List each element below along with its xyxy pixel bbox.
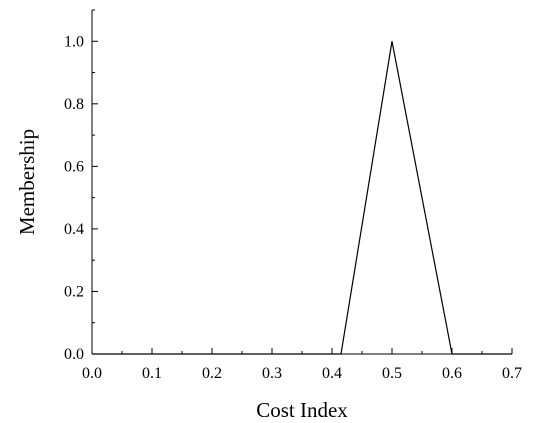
y-tick-label: 0.2 bbox=[64, 283, 84, 300]
y-tick-label: 1.0 bbox=[64, 33, 84, 50]
x-tick-label: 0.2 bbox=[202, 365, 222, 382]
y-tick-label: 0.8 bbox=[64, 96, 84, 113]
x-tick-label: 0.5 bbox=[382, 365, 402, 382]
x-tick-label: 0.6 bbox=[442, 365, 462, 382]
y-ticks: 0.0 0.2 0.4 0.6 0.8 1.0 bbox=[64, 9, 98, 363]
x-tick-label: 0.7 bbox=[502, 365, 522, 382]
x-tick-label: 0.1 bbox=[142, 365, 162, 382]
axes bbox=[91, 10, 512, 355]
x-ticks: 0.0 0.1 0.2 0.3 0.4 0.5 0.6 0.7 bbox=[82, 348, 522, 382]
y-axis-title: Membership bbox=[15, 129, 39, 235]
x-tick-label: 0.3 bbox=[262, 365, 282, 382]
y-tick-label: 0.0 bbox=[64, 346, 84, 363]
y-tick-label: 0.4 bbox=[64, 221, 84, 238]
membership-series-line bbox=[92, 41, 512, 355]
x-tick-label: 0.4 bbox=[322, 365, 342, 382]
x-tick-label: 0.0 bbox=[82, 365, 102, 382]
series-layer bbox=[92, 41, 512, 355]
x-axis-title: Cost Index bbox=[256, 398, 348, 422]
y-tick-label: 0.6 bbox=[64, 158, 84, 175]
